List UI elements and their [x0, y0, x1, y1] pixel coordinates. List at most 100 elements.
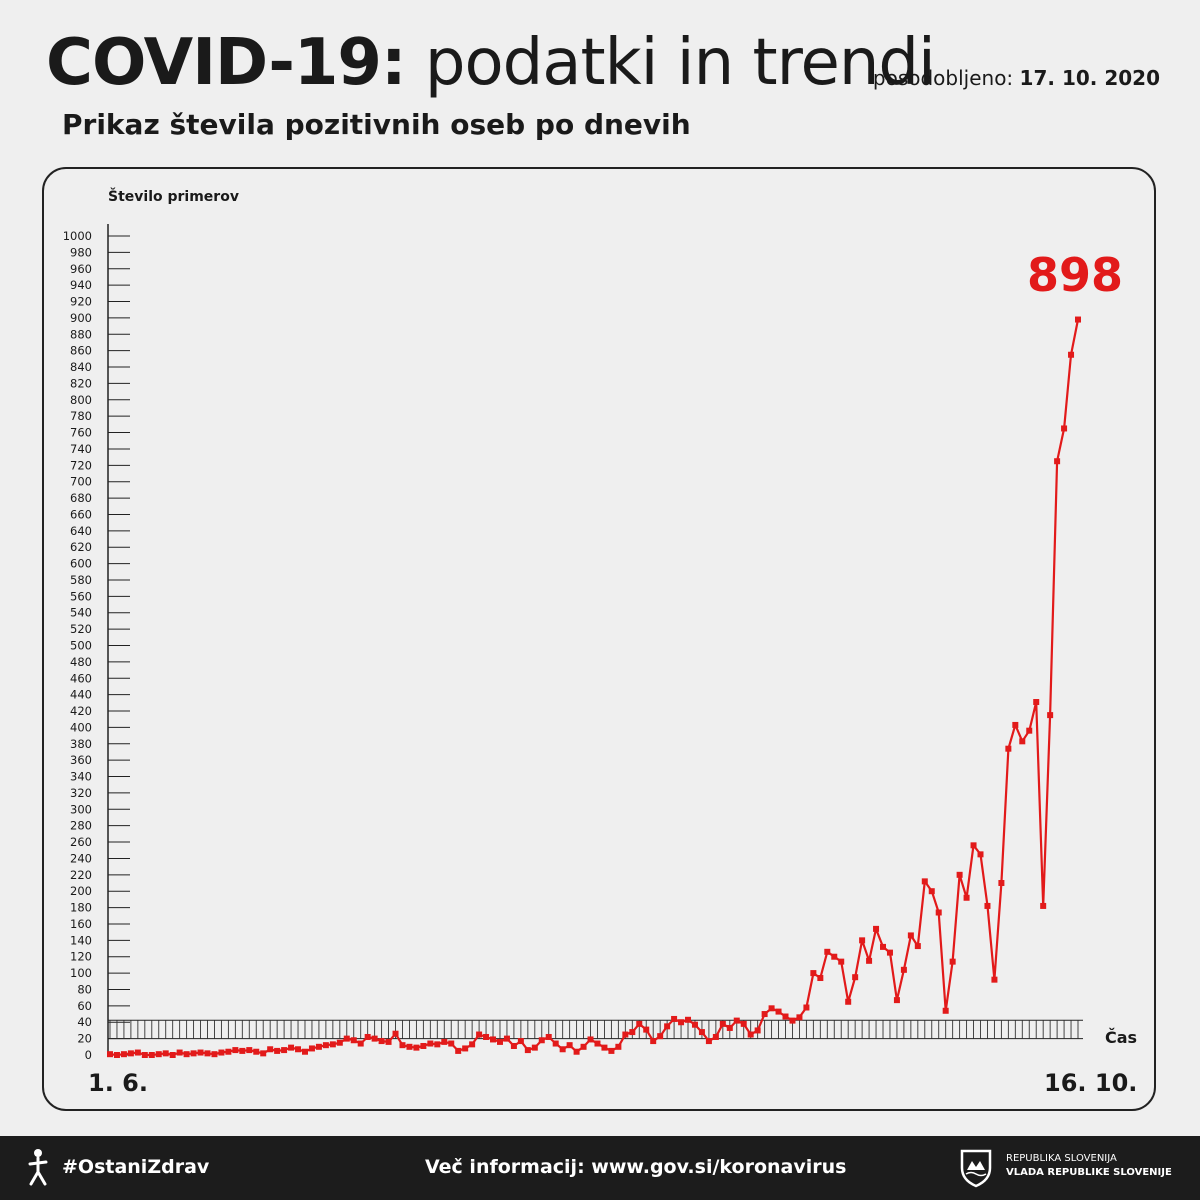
data-point: [301, 1048, 308, 1055]
data-point: [503, 1035, 510, 1042]
y-tick-label: 40: [77, 1015, 92, 1029]
y-axis-label: Število primerov: [108, 187, 239, 205]
updated-label: posodobljeno:: [872, 66, 1014, 90]
data-point: [462, 1045, 469, 1052]
data-point: [671, 1015, 678, 1022]
info-link[interactable]: Več informacij: www.gov.si/koronavirus: [425, 1156, 847, 1178]
data-point: [127, 1050, 134, 1057]
data-point: [740, 1020, 747, 1027]
data-point: [705, 1038, 712, 1045]
data-point: [893, 997, 900, 1004]
y-tick-label: 160: [70, 917, 92, 931]
y-tick-label: 200: [70, 884, 92, 898]
data-point: [566, 1042, 573, 1049]
title-bold: COVID-19:: [46, 26, 407, 100]
y-tick-label: 940: [70, 278, 92, 292]
y-tick-label: 960: [70, 262, 92, 276]
y-tick-label: 500: [70, 639, 92, 653]
data-point: [329, 1041, 336, 1048]
update-date: posodobljeno: 17. 10. 2020: [873, 66, 1160, 90]
data-point: [434, 1041, 441, 1048]
data-point: [239, 1047, 246, 1054]
line-chart: Število primerov 0 20 40 60 80 100 120 140 160 180…: [63, 187, 1138, 1097]
data-point: [977, 851, 984, 858]
data-point: [594, 1040, 601, 1047]
data-point: [141, 1052, 148, 1058]
data-point: [232, 1047, 239, 1054]
y-tick-label: 20: [77, 1032, 92, 1046]
data-point: [935, 909, 942, 916]
data-point: [622, 1031, 629, 1038]
y-tick-label: 760: [70, 426, 92, 440]
footer-bar: #OstaniZdrav Več informacij: www.gov.si/…: [0, 1136, 1200, 1200]
y-tick-label: 460: [70, 671, 92, 685]
y-tick-label: 820: [70, 376, 92, 390]
hashtag: #OstaniZdrav: [62, 1156, 210, 1178]
data-point: [169, 1052, 176, 1058]
data-point: [573, 1048, 580, 1055]
government-label: REPUBLIKA SLOVENIJA VLADA REPUBLIKE SLOV…: [1006, 1152, 1172, 1180]
data-point: [608, 1047, 615, 1054]
data-point: [469, 1041, 476, 1048]
y-tick-label: 920: [70, 295, 92, 309]
data-point: [1054, 458, 1061, 465]
data-point: [845, 998, 852, 1005]
data-point: [1026, 727, 1033, 734]
y-tick-label: 540: [70, 606, 92, 620]
data-point: [984, 902, 991, 909]
data-point: [580, 1043, 587, 1050]
y-tick-label: 380: [70, 737, 92, 751]
data-point: [629, 1029, 636, 1036]
y-tick-label: 620: [70, 540, 92, 554]
y-tick-label: 740: [70, 442, 92, 456]
data-point: [636, 1020, 643, 1027]
y-tick-label: 0: [85, 1048, 92, 1062]
data-point: [796, 1014, 803, 1021]
data-point: [1040, 902, 1047, 909]
data-point: [176, 1049, 183, 1056]
y-tick-label: 420: [70, 704, 92, 718]
data-point: [510, 1042, 517, 1049]
data-point: [246, 1047, 253, 1054]
data-point: [260, 1050, 267, 1057]
x-start-label: 1. 6.: [88, 1069, 148, 1097]
data-point: [768, 1005, 775, 1012]
data-point: [538, 1037, 545, 1044]
data-point: [921, 878, 928, 885]
data-point: [991, 976, 998, 983]
data-point: [322, 1042, 329, 1049]
chart-subtitle: Prikaz števila pozitivnih oseb po dnevih: [62, 108, 691, 141]
y-tick-label: 520: [70, 622, 92, 636]
data-point: [281, 1047, 288, 1054]
data-point: [685, 1016, 692, 1023]
y-tick-label: 260: [70, 835, 92, 849]
data-point: [496, 1038, 503, 1045]
y-tick-label: 80: [77, 982, 92, 996]
data-point: [392, 1030, 399, 1037]
data-point: [838, 958, 845, 965]
data-point: [859, 937, 866, 944]
data-point: [643, 1026, 650, 1033]
data-point: [873, 925, 880, 932]
data-point: [719, 1020, 726, 1027]
data-point: [295, 1046, 302, 1053]
data-point: [107, 1051, 113, 1058]
data-point: [545, 1033, 552, 1040]
y-tick-label: 360: [70, 753, 92, 767]
data-point: [900, 966, 907, 973]
data-point: [733, 1017, 740, 1024]
data-point: [949, 958, 956, 965]
y-tick-label: 860: [70, 344, 92, 358]
data-point: [378, 1038, 385, 1045]
data-point: [880, 943, 887, 950]
data-point: [664, 1023, 671, 1030]
data-point: [678, 1019, 685, 1026]
data-point: [336, 1039, 343, 1046]
data-point: [1061, 425, 1068, 432]
data-point: [441, 1038, 448, 1045]
data-point: [698, 1029, 705, 1036]
data-point: [559, 1046, 566, 1053]
data-point: [274, 1047, 281, 1054]
data-point: [399, 1042, 406, 1049]
data-point: [148, 1052, 155, 1058]
